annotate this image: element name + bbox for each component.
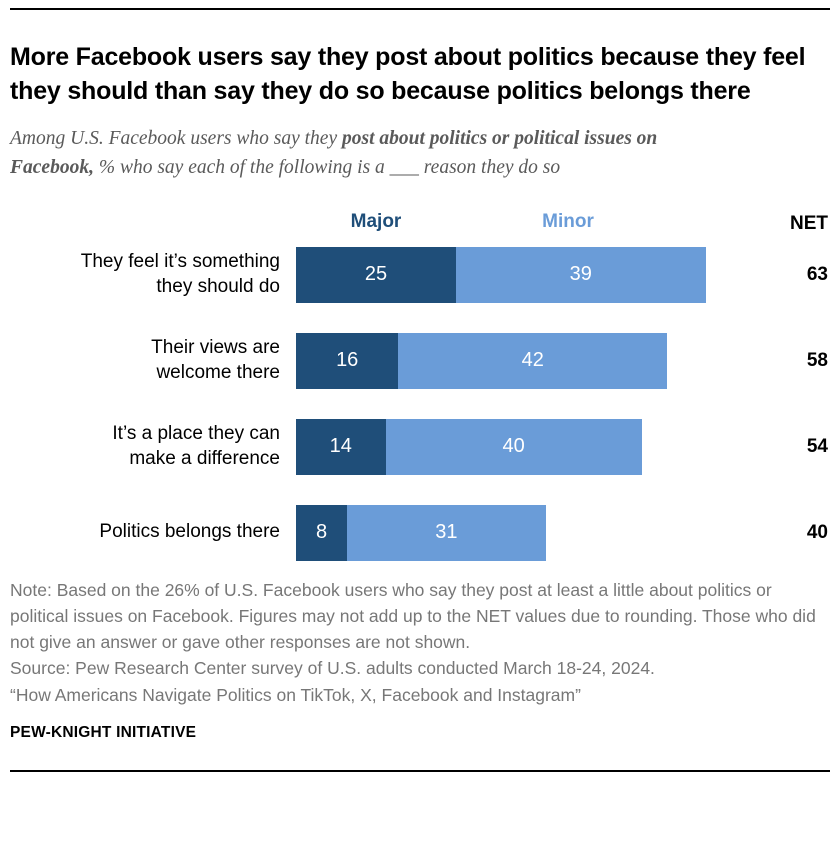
category-label: It’s a place they can make a difference — [112, 422, 280, 469]
net-value: 63 — [806, 263, 828, 285]
legend-area: Major Minor — [296, 211, 752, 237]
category-label: Their views are welcome there — [151, 336, 280, 383]
chart-row: They feel it’s something they should do 2… — [10, 246, 830, 303]
bar-area: 14 40 — [296, 418, 752, 475]
bar-area: 16 42 — [296, 332, 752, 389]
page: More Facebook users say they post about … — [10, 8, 830, 772]
net-value: 40 — [806, 521, 828, 543]
page-title: More Facebook users say they post about … — [10, 43, 806, 105]
bar-area: 8 31 — [296, 504, 752, 561]
top-divider — [10, 8, 830, 10]
stacked-bar-chart: Major Minor NET They feel it’s something… — [10, 211, 830, 561]
bar-segment-major: 16 — [296, 332, 399, 389]
brand-footer: PEW-KNIGHT INITIATIVE — [10, 723, 197, 741]
subtitle-part1: Among U.S. Facebook users who say they — [10, 128, 342, 149]
net-value: 54 — [806, 435, 828, 457]
bar-segment-minor: 40 — [385, 418, 642, 475]
bar-segment-minor: 42 — [398, 332, 668, 389]
report-title-text: “How Americans Navigate Politics on TikT… — [10, 684, 581, 705]
net-header: NET — [790, 212, 828, 234]
subtitle-part3: % who say each of the following is a ___… — [93, 157, 561, 179]
stacked-bar: 25 39 — [296, 246, 752, 303]
bar-area: 25 39 — [296, 246, 752, 303]
note-text: Note: Based on the 26% of U.S. Facebook … — [10, 579, 816, 653]
chart-row: Politics belongs there 8 31 40 — [10, 504, 830, 561]
category-label: They feel it’s something they should do — [80, 250, 280, 297]
chart-subtitle: Among U.S. Facebook users who say they p… — [10, 124, 710, 183]
stacked-bar: 14 40 — [296, 418, 752, 475]
bar-rows: They feel it’s something they should do 2… — [10, 246, 830, 561]
source-text: Source: Pew Research Center survey of U.… — [10, 658, 655, 679]
legend-row: Major Minor NET — [10, 211, 830, 237]
subtitle-part2-bold: post about politics or political issues … — [10, 128, 658, 179]
net-value: 58 — [806, 349, 828, 371]
category-label: Politics belongs there — [99, 521, 280, 543]
chart-row: It’s a place they can make a difference 1… — [10, 418, 830, 475]
chart-row: Their views are welcome there 16 42 58 — [10, 332, 830, 389]
bar-segment-major: 8 — [296, 504, 348, 561]
bar-segment-minor: 31 — [347, 504, 546, 561]
bar-segment-minor: 39 — [456, 246, 706, 303]
bottom-divider — [10, 769, 830, 772]
bar-segment-major: 14 — [296, 418, 386, 475]
stacked-bar: 8 31 — [296, 504, 752, 561]
legend-minor: Minor — [542, 210, 594, 232]
notes-block: Note: Based on the 26% of U.S. Facebook … — [10, 577, 830, 708]
bar-segment-major: 25 — [296, 246, 456, 303]
stacked-bar: 16 42 — [296, 332, 752, 389]
legend-major: Major — [350, 210, 402, 232]
